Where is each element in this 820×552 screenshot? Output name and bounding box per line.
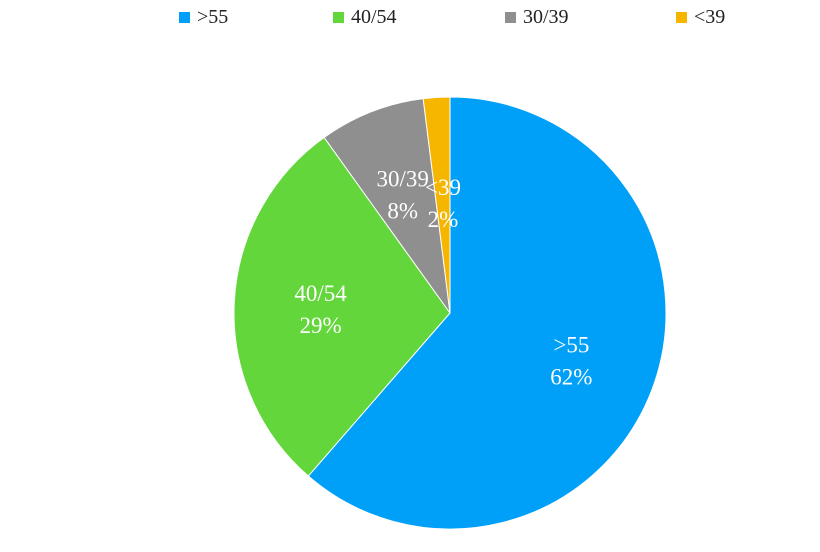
legend: >55 40/54 30/39 <39 [0, 6, 820, 32]
legend-item-40-54: 40/54 [333, 6, 397, 29]
slice-value-label-30-39: 8% [387, 198, 418, 223]
slice-category-label-gt55: >55 [553, 332, 589, 357]
slice-category-label-lt39: <39 [425, 175, 461, 200]
legend-swatch-gt55 [179, 12, 190, 23]
legend-label-lt39: <39 [694, 6, 726, 28]
pie-slice-lt39 [422, 96, 451, 314]
pie-slice-40-54 [233, 136, 451, 477]
slice-value-label-40-54: 29% [299, 313, 341, 338]
slice-category-label-30-39: 30/39 [377, 166, 429, 191]
legend-item-gt55: >55 [179, 6, 228, 29]
legend-label-30-39: 30/39 [523, 6, 569, 28]
pie-slice-gt55 [307, 96, 667, 530]
legend-swatch-40-54 [333, 12, 344, 23]
legend-swatch-lt39 [676, 12, 687, 23]
pie-slice-30-39 [323, 98, 451, 314]
slice-category-label-40-54: 40/54 [294, 281, 347, 306]
slice-value-label-gt55: 62% [550, 364, 592, 389]
slice-value-label-lt39: 2% [428, 207, 459, 232]
legend-item-lt39: <39 [676, 6, 725, 29]
legend-item-30-39: 30/39 [505, 6, 569, 29]
legend-swatch-30-39 [505, 12, 516, 23]
legend-label-40-54: 40/54 [351, 6, 397, 28]
legend-label-gt55: >55 [197, 6, 229, 28]
